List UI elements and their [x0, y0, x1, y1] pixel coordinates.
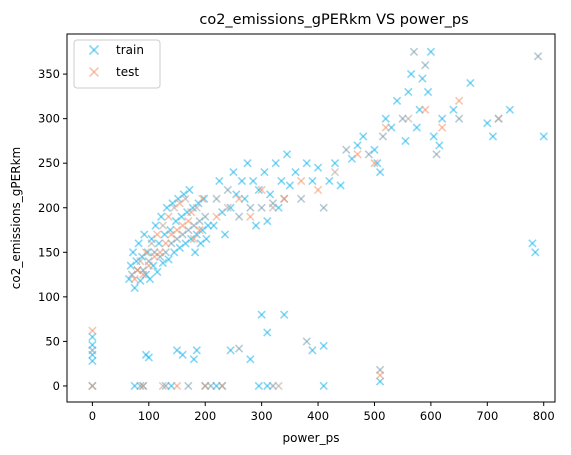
y-tick-label: 250: [38, 156, 60, 170]
x-tick-label: 300: [251, 409, 273, 423]
y-tick-label: 200: [38, 201, 60, 215]
x-tick-label: 500: [363, 409, 385, 423]
legend-label-test: test: [116, 65, 139, 79]
x-tick-label: 600: [420, 409, 442, 423]
x-axis-label: power_ps: [283, 431, 340, 445]
x-tick-label: 400: [307, 409, 329, 423]
x-tick-label: 0: [89, 409, 96, 423]
y-tick-label: 150: [38, 245, 60, 259]
x-tick-label: 700: [476, 409, 498, 423]
y-axis: 0 50 100 150 200 250 300 350: [38, 67, 67, 393]
x-tick-label: 200: [194, 409, 216, 423]
y-tick-label: 50: [45, 334, 60, 348]
y-tick-label: 350: [38, 67, 60, 81]
x-tick-label: 800: [533, 409, 555, 423]
x-axis: 0 100 200 300 400 500 600 700 800: [89, 402, 555, 423]
legend: train test: [74, 40, 160, 88]
plot-area: [67, 34, 555, 402]
y-tick-label: 300: [38, 112, 60, 126]
chart-title: co2_emissions_gPERkm VS power_ps: [199, 12, 468, 28]
x-tick-label: 100: [138, 409, 160, 423]
y-axis-label: co2_emissions_gPERkm: [9, 147, 23, 289]
y-tick-label: 0: [53, 379, 60, 393]
y-tick-label: 100: [38, 290, 60, 304]
legend-label-train: train: [116, 43, 144, 57]
